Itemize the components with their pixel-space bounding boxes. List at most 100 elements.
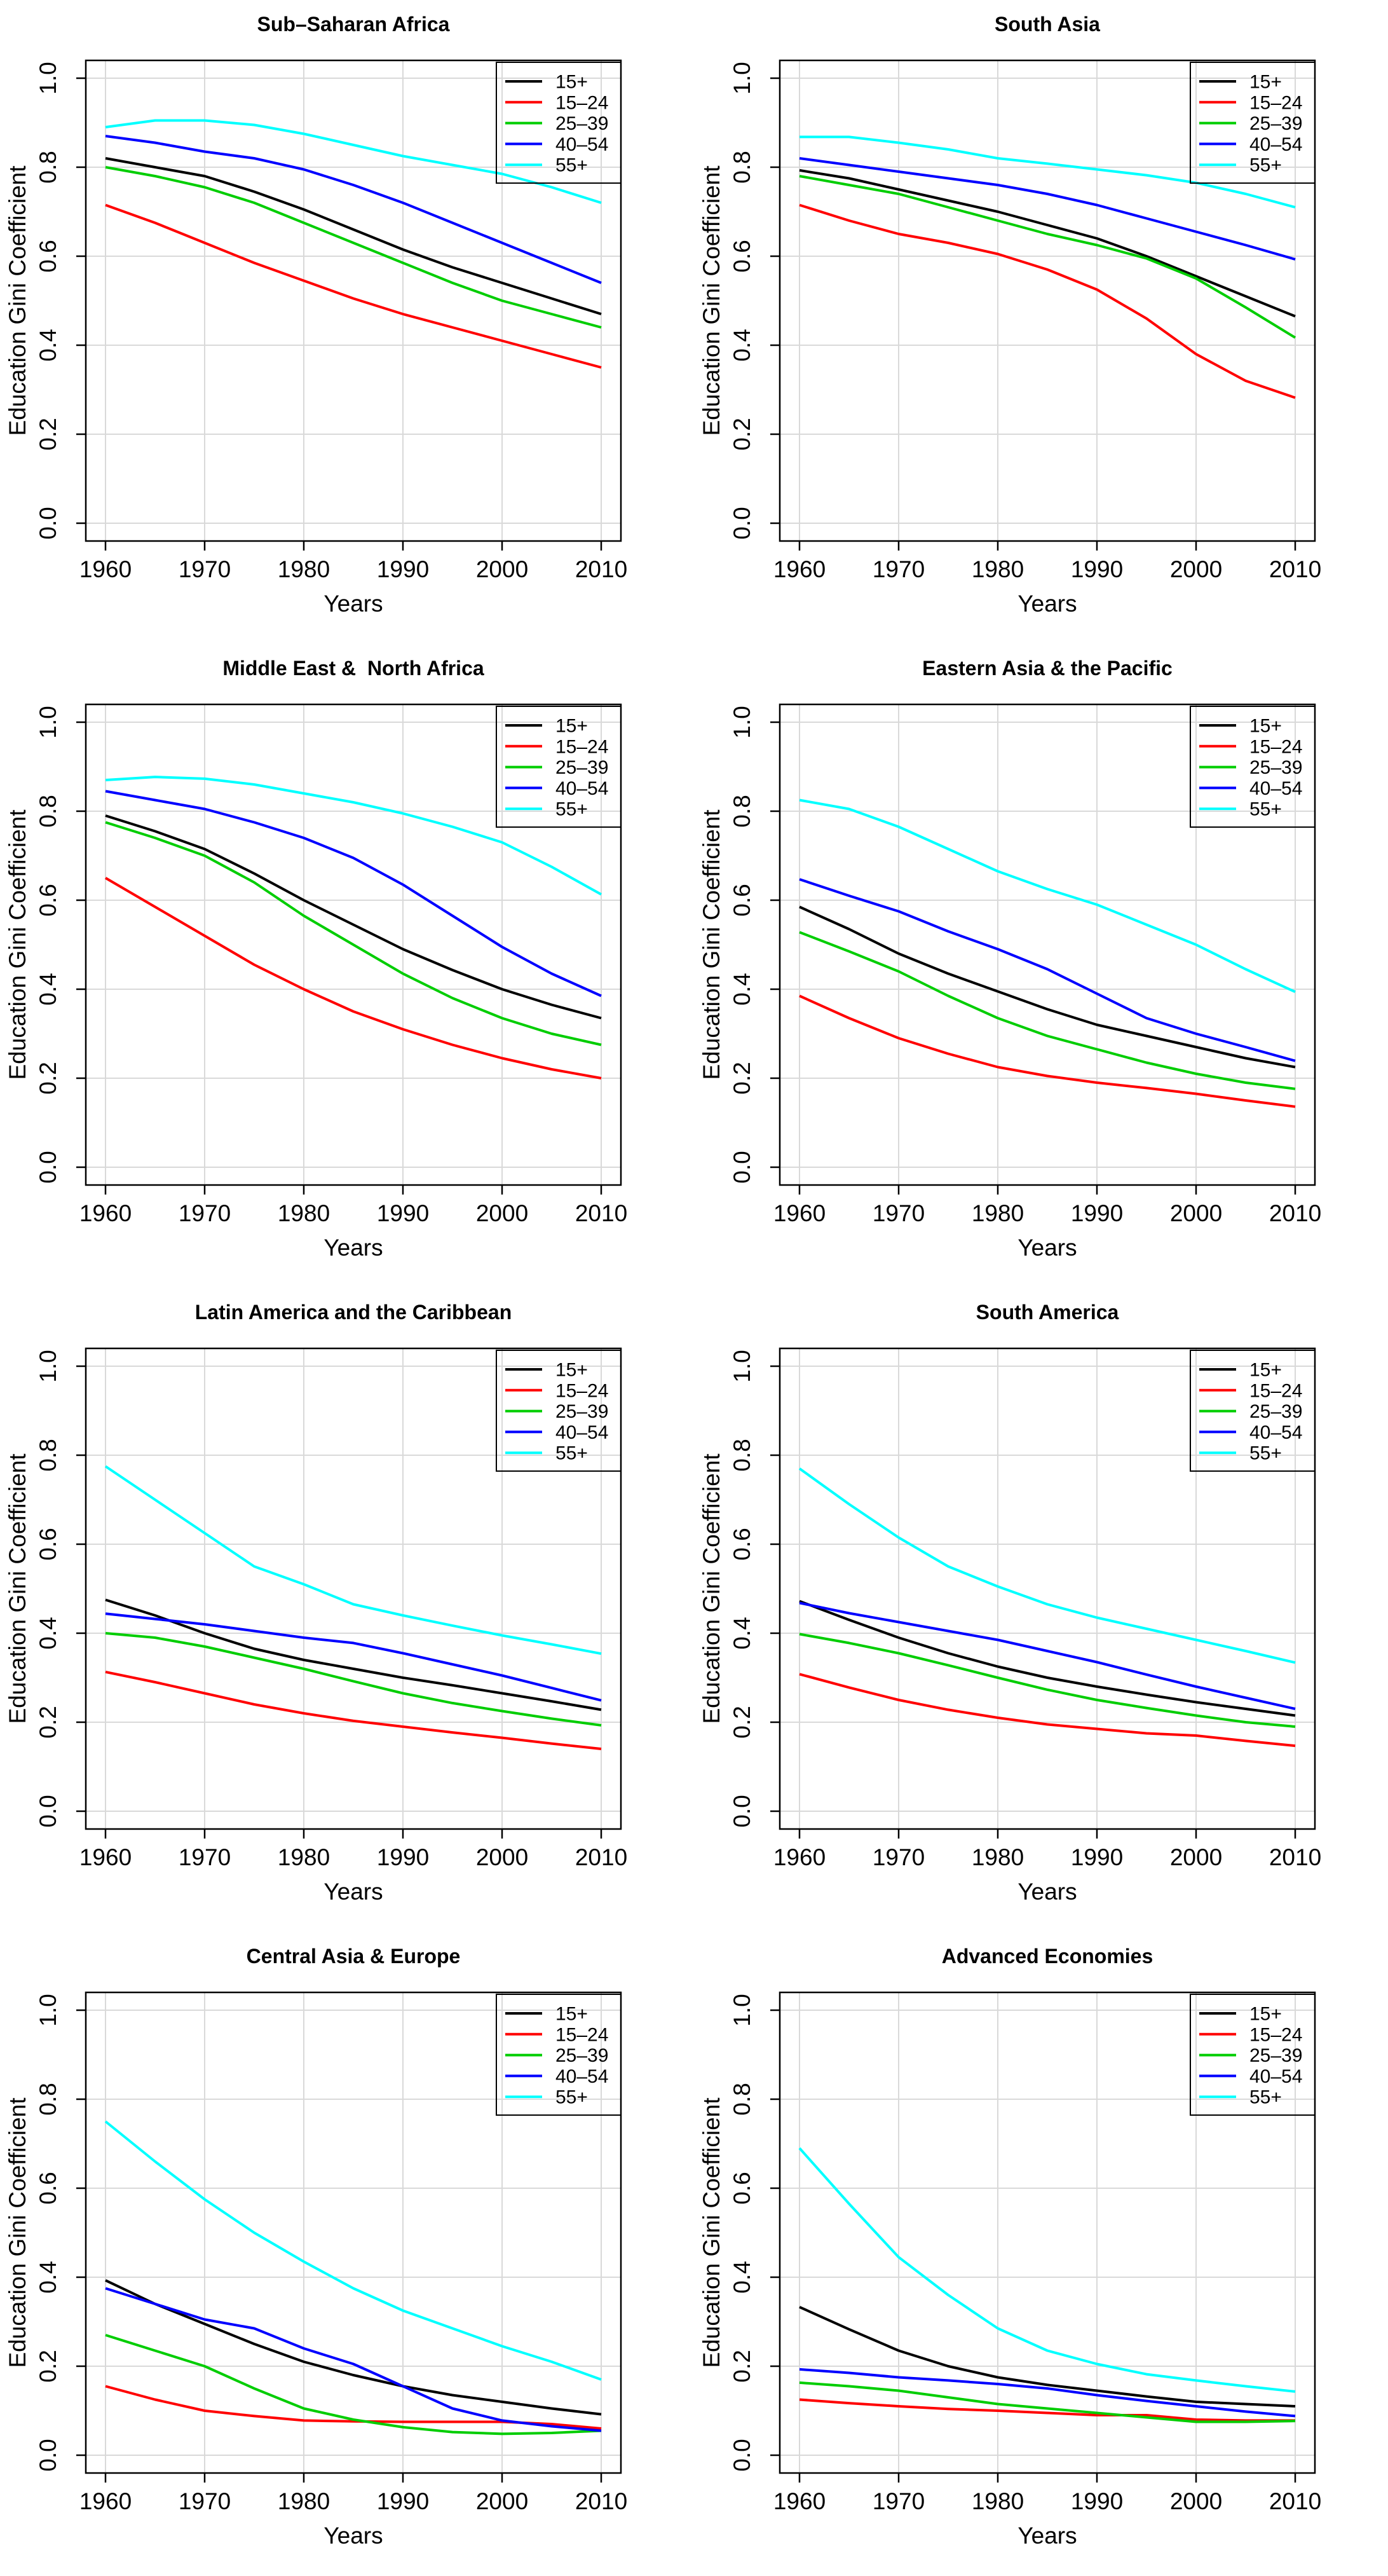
- chart-title: Latin America and the Caribbean: [195, 1301, 512, 1324]
- series-lines: [104, 776, 602, 1079]
- plot-border: [85, 1347, 622, 1830]
- x-tick-label: 1970: [873, 1200, 925, 1226]
- legend-label-15: 15+: [555, 1360, 588, 1381]
- x-tick-label: 2000: [1170, 2488, 1222, 2514]
- y-tick-label: 0.6: [729, 240, 755, 272]
- series-line-25-39: [799, 931, 1296, 1090]
- y-tick-label: 0.6: [35, 884, 61, 916]
- series-lines: [798, 1467, 1296, 1748]
- y-tick-label: 0.4: [35, 2261, 61, 2293]
- axis-ticks: [770, 2009, 1296, 2483]
- y-tick-label: 0.8: [35, 2083, 61, 2115]
- legend-label-15-24: 15–24: [1249, 92, 1302, 113]
- series-line-40-54: [799, 157, 1296, 261]
- legend-label-55: 55+: [555, 799, 588, 820]
- series-line-55: [798, 2147, 1296, 2393]
- y-tick-label: 0.0: [35, 1151, 61, 1183]
- chart-svg-central-asia-europe: 1960 1970 1980 1990 2000 2010 0.0 0.2 0.4 0.6 0.8 1…: [4, 1945, 627, 2549]
- plot-border: [779, 703, 1316, 1186]
- series-lines: [798, 2147, 1296, 2423]
- x-tick-label: 1970: [179, 556, 231, 582]
- chart-panel-latin-america-and-the-caribbean: 1960 1970 1980 1990 2000 2010 0.0 0.2 0.4 0.6 0.8 1…: [0, 1288, 694, 1932]
- x-tick-label: 2010: [1269, 556, 1321, 582]
- series-line-55: [105, 119, 602, 204]
- y-tick-label: 0.4: [729, 329, 755, 361]
- legend-label-25-39: 25–39: [555, 2045, 608, 2066]
- x-tick-label: 1980: [972, 1844, 1024, 1870]
- y-tick-label: 0.6: [35, 240, 61, 272]
- axis-ticks: [76, 721, 602, 1195]
- series-line-15-24: [799, 203, 1296, 399]
- x-tick-label: 1970: [873, 1844, 925, 1870]
- y-tick-label: 0.6: [35, 2172, 61, 2204]
- x-tick-label: 2010: [575, 556, 627, 582]
- series-line-15: [105, 814, 602, 1020]
- legend-label-15: 15+: [555, 72, 588, 93]
- x-axis-title: Years: [1017, 1235, 1077, 1261]
- y-tick-label: 0.8: [729, 1439, 755, 1471]
- legend-box: [1190, 706, 1316, 828]
- legend-label-55: 55+: [555, 155, 588, 176]
- legend-label-40-54: 40–54: [1249, 2066, 1302, 2087]
- legend-label-40-54: 40–54: [1249, 134, 1302, 155]
- chart-title: Sub–Saharan Africa: [257, 13, 450, 36]
- y-tick-label: 1.0: [729, 1994, 755, 2026]
- y-tick-label: 0.4: [35, 1617, 61, 1649]
- y-tick-label: 0.2: [35, 1706, 61, 1738]
- y-tick-label: 0.8: [35, 1439, 61, 1471]
- x-tick-label: 1990: [1071, 1844, 1123, 1870]
- legend-label-15: 15+: [555, 2004, 588, 2025]
- series-line-15-24: [799, 2398, 1295, 2422]
- series-line-15-24: [799, 994, 1296, 1108]
- y-tick-label: 0.8: [729, 795, 755, 827]
- y-tick-label: 0.2: [35, 418, 61, 450]
- y-tick-label: 0.4: [729, 2261, 755, 2293]
- gridlines: [86, 704, 621, 1185]
- chart-title: South America: [976, 1301, 1119, 1324]
- series-line-40-54: [799, 878, 1296, 1062]
- plot-border: [779, 59, 1316, 542]
- series-line-40-54: [799, 2367, 1296, 2418]
- y-tick-label: 0.2: [729, 2350, 755, 2382]
- y-tick-label: 0.4: [35, 329, 61, 361]
- x-tick-label: 2000: [476, 2488, 528, 2514]
- y-tick-label: 1.0: [729, 62, 755, 94]
- x-tick-label: 1960: [79, 1844, 132, 1870]
- legend-label-25-39: 25–39: [555, 1401, 608, 1422]
- x-tick-label: 1990: [1071, 556, 1123, 582]
- legend-label-25-39: 25–39: [1249, 2045, 1302, 2066]
- y-axis-title: Education Gini Coefficient: [698, 1453, 725, 1724]
- series-line-40-54: [105, 1612, 602, 1702]
- y-axis-title: Education Gini Coefficient: [4, 1453, 31, 1724]
- legend-label-40-54: 40–54: [1249, 778, 1302, 799]
- x-tick-label: 1960: [773, 1200, 826, 1226]
- y-tick-label: 0.8: [729, 151, 755, 183]
- y-tick-label: 0.0: [35, 1795, 61, 1827]
- series-line-15-24: [105, 203, 602, 369]
- legend-label-25-39: 25–39: [1249, 113, 1302, 134]
- legend-label-25-39: 25–39: [555, 113, 608, 134]
- y-tick-label: 0.2: [729, 1706, 755, 1738]
- plot-border: [779, 1347, 1316, 1830]
- series-line-15: [799, 2306, 1296, 2408]
- series-line-25-39: [105, 1632, 602, 1727]
- series-line-15: [105, 2279, 602, 2416]
- legend-label-15: 15+: [1249, 2004, 1282, 2025]
- y-tick-label: 0.4: [729, 973, 755, 1005]
- y-tick-label: 0.2: [729, 418, 755, 450]
- chart-svg-sub-saharan-africa: 1960 1970 1980 1990 2000 2010 0.0 0.2 0.4 0.6 0.8 1…: [4, 13, 627, 617]
- y-tick-label: 0.6: [729, 884, 755, 916]
- axis-ticks: [770, 77, 1296, 551]
- gridlines: [86, 60, 621, 541]
- series-line-25-39: [799, 1633, 1296, 1728]
- gridlines: [86, 1348, 621, 1829]
- x-tick-label: 1960: [79, 1200, 132, 1226]
- legend-label-25-39: 25–39: [1249, 757, 1302, 778]
- legend-box: [496, 1994, 622, 2116]
